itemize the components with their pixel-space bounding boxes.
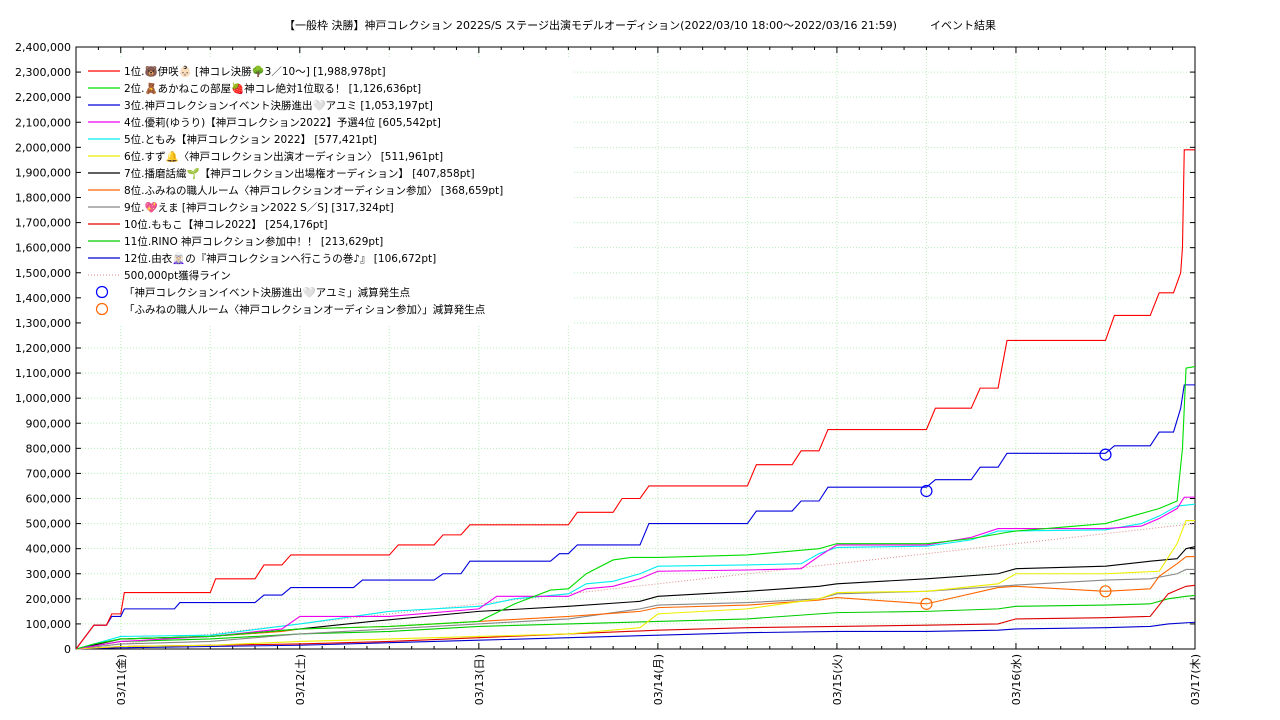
legend-label: 7位.播磨話織🌱【神戸コレクション出場権オーディション】 [407,858pt] [124,167,475,180]
x-tick-label: 03/17(木) [1189,654,1202,705]
y-tick-label: 1,600,000 [15,242,71,255]
legend-label: 「ふみねの職人ルーム〈神戸コレクションオーディション参加〉」減算発生点 [124,303,485,316]
legend-label: 6位.すず🔔〈神戸コレクション出演オーディション〉 [511,961pt] [124,150,443,163]
y-tick-label: 600,000 [26,493,72,506]
y-tick-label: 500,000 [26,518,72,531]
y-tick-label: 800,000 [26,442,72,455]
y-tick-label: 300,000 [26,568,72,581]
series-line-9 [75,568,1196,650]
y-tick-label: 1,000,000 [15,392,71,405]
legend-label: 11位.RINO 神戸コレクション参加中！！ [213,629pt] [124,235,383,248]
legend-label: 9位.💖えま [神戸コレクション2022 S／S] [317,324pt] [124,201,394,214]
series-line-4 [75,496,1196,650]
y-tick-label: 900,000 [26,417,72,430]
legend-label: 12位.由衣🧝🏻‍♀️の『神戸コレクションへ行こうの巻♪』 [106,672pt… [124,252,436,265]
series-line-2 [75,366,1196,650]
series-line-11 [75,594,1196,650]
y-tick-label: 2,200,000 [15,91,71,104]
x-tick-label: 03/15(火) [831,654,844,705]
legend-marker [95,302,109,316]
x-tick-label: 03/13(日) [473,654,486,705]
y-tick-label: 200,000 [26,593,72,606]
series-line-3 [75,384,1195,650]
legend-label: 1位.🐻伊咲👶🏻 [神コレ決勝🌳3／10〜] [1,988,978pt] [124,65,386,78]
y-tick-label: 100,000 [26,618,72,631]
reference-line [75,523,1196,650]
legend-label: 4位.優莉(ゆうり)【神戸コレクション2022】予選4位 [605,542pt] [124,116,441,129]
y-tick-label: 1,900,000 [15,166,71,179]
y-tick-label: 2,300,000 [15,66,71,79]
y-tick-label: 1,700,000 [15,217,71,230]
decrease-marker-2 [920,597,933,610]
legend-box [82,58,572,326]
y-tick-label: 1,300,000 [15,317,71,330]
y-tick-label: 400,000 [26,543,72,556]
y-tick-label: 2,100,000 [15,116,71,129]
series-line-1 [75,149,1195,650]
decrease-marker-1 [1099,448,1112,461]
legend-label: 2位.🧸あかねこの部屋🍓神コレ絶対1位取る！ [1,126,636pt] [124,82,421,95]
y-tick-label: 2,400,000 [15,41,71,54]
series-line-10 [75,584,1196,650]
series-line-6 [75,520,1195,650]
decrease-marker-2 [1099,585,1112,598]
y-tick-label: 700,000 [26,467,72,480]
x-tick-label: 03/14(月) [652,654,665,705]
chart-title: 【一般枠 決勝】神戸コレクション 2022S/S ステージ出演モデルオーディショ… [284,19,996,32]
y-tick-label: 1,100,000 [15,367,71,380]
y-tick-label: 1,400,000 [15,292,71,305]
decrease-marker-1 [920,484,933,498]
legend-label: 10位.ももこ【神コレ2022】 [254,176pt] [124,218,328,231]
y-tick-label: 1,200,000 [15,342,71,355]
legend-label: 8位.ふみねの職人ルーム〈神戸コレクションオーディション参加〉 [368,659… [124,184,503,197]
series-line-12 [75,621,1196,650]
x-tick-label: 03/12(土) [294,654,307,705]
x-tick-label: 03/11(金) [114,654,128,705]
legend-label: 5位.ともみ【神戸コレクション 2022】 [577,421pt] [124,133,377,146]
legend-marker [95,285,109,299]
legend-label: 3位.神戸コレクションイベント決勝進出🤍アユミ [1,053,197pt] [124,99,433,112]
series-line-5 [75,503,1196,650]
x-tick-label: 03/16(水) [1010,654,1023,705]
legend-label: 「神戸コレクションイベント決勝進出🤍アユミ」減算発生点 [124,286,410,299]
legend-label: 500,000pt獲得ライン [124,269,231,282]
y-tick-label: 1,800,000 [15,192,71,205]
y-tick-label: 2,000,000 [15,141,71,154]
y-tick-label: 0 [64,643,71,656]
series-line-7 [75,546,1196,650]
y-tick-label: 1,500,000 [15,267,71,280]
